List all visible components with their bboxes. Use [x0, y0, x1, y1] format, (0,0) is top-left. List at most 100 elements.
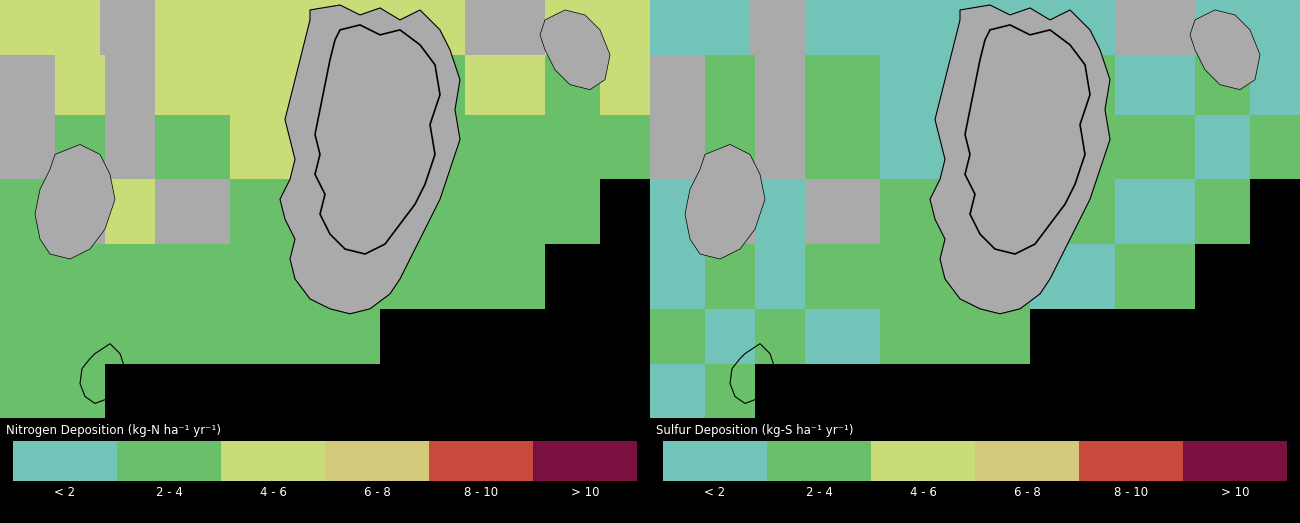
- Text: 2019-2021 Average: 2019-2021 Average: [1175, 397, 1292, 411]
- Bar: [380, 244, 465, 309]
- Bar: [155, 0, 230, 55]
- Bar: [650, 55, 705, 115]
- Bar: [306, 309, 380, 363]
- Bar: [105, 55, 155, 115]
- Bar: [155, 244, 230, 309]
- Bar: [880, 244, 956, 309]
- Bar: [545, 179, 601, 244]
- Bar: [805, 179, 880, 244]
- Bar: [755, 244, 805, 309]
- Text: 2019-2021 Average: 2019-2021 Average: [525, 397, 642, 411]
- Bar: [429, 441, 533, 481]
- Text: 8 - 10: 8 - 10: [1114, 486, 1148, 499]
- Bar: [705, 55, 755, 115]
- Bar: [705, 309, 755, 363]
- Bar: [880, 0, 956, 55]
- Bar: [1030, 244, 1115, 309]
- Bar: [650, 244, 705, 309]
- Bar: [1115, 179, 1195, 244]
- Polygon shape: [35, 144, 114, 259]
- Text: < 2: < 2: [55, 486, 75, 499]
- Bar: [230, 309, 306, 363]
- Bar: [230, 244, 306, 309]
- Bar: [880, 115, 956, 179]
- Bar: [465, 244, 545, 309]
- Bar: [755, 115, 805, 179]
- Bar: [1115, 244, 1195, 309]
- Bar: [805, 0, 880, 55]
- Bar: [956, 179, 1030, 244]
- Bar: [880, 179, 956, 244]
- Bar: [117, 441, 221, 481]
- Bar: [1183, 441, 1287, 481]
- Text: 2 - 4: 2 - 4: [806, 486, 832, 499]
- Bar: [1115, 0, 1195, 55]
- Bar: [465, 179, 545, 244]
- Bar: [956, 309, 1030, 363]
- Text: 6 - 8: 6 - 8: [1014, 486, 1040, 499]
- Bar: [55, 244, 105, 309]
- Bar: [155, 115, 230, 179]
- Bar: [55, 179, 105, 244]
- Polygon shape: [280, 5, 460, 314]
- Text: > 10: > 10: [571, 486, 599, 499]
- Bar: [55, 55, 105, 115]
- Bar: [0, 179, 55, 244]
- Bar: [663, 441, 767, 481]
- Bar: [650, 179, 705, 244]
- Bar: [380, 55, 465, 115]
- Bar: [705, 244, 755, 309]
- Bar: [975, 441, 1079, 481]
- Bar: [805, 115, 880, 179]
- Bar: [805, 55, 880, 115]
- Bar: [105, 309, 155, 363]
- Bar: [380, 179, 465, 244]
- Text: 4 - 6: 4 - 6: [910, 486, 936, 499]
- Bar: [55, 363, 105, 418]
- Bar: [1195, 115, 1251, 179]
- Bar: [705, 363, 755, 418]
- Bar: [1115, 55, 1195, 115]
- Text: > 10: > 10: [1221, 486, 1249, 499]
- Bar: [0, 0, 100, 55]
- Bar: [750, 0, 805, 55]
- Bar: [230, 115, 306, 179]
- Bar: [1195, 179, 1251, 244]
- Bar: [100, 0, 155, 55]
- Bar: [755, 179, 805, 244]
- Bar: [230, 55, 306, 115]
- Bar: [1251, 115, 1300, 179]
- Bar: [871, 441, 975, 481]
- Bar: [805, 244, 880, 309]
- Bar: [601, 0, 650, 55]
- Bar: [306, 0, 380, 55]
- Text: 6 - 8: 6 - 8: [364, 486, 390, 499]
- Bar: [545, 115, 601, 179]
- Polygon shape: [685, 144, 764, 259]
- Bar: [880, 55, 956, 115]
- Text: 8 - 10: 8 - 10: [464, 486, 498, 499]
- Bar: [1030, 179, 1115, 244]
- Bar: [55, 309, 105, 363]
- Bar: [650, 115, 705, 179]
- Bar: [880, 309, 956, 363]
- Bar: [650, 0, 750, 55]
- Bar: [533, 441, 637, 481]
- Bar: [0, 244, 55, 309]
- Bar: [105, 179, 155, 244]
- Bar: [155, 309, 230, 363]
- Text: 4 - 6: 4 - 6: [260, 486, 286, 499]
- Bar: [601, 115, 650, 179]
- Bar: [1030, 115, 1115, 179]
- Polygon shape: [930, 5, 1110, 314]
- Bar: [306, 55, 380, 115]
- Bar: [230, 0, 306, 55]
- Bar: [1251, 0, 1300, 55]
- Bar: [956, 55, 1030, 115]
- Bar: [465, 0, 545, 55]
- Bar: [650, 309, 705, 363]
- Bar: [155, 55, 230, 115]
- Bar: [956, 0, 1030, 55]
- Bar: [705, 179, 755, 244]
- Bar: [755, 55, 805, 115]
